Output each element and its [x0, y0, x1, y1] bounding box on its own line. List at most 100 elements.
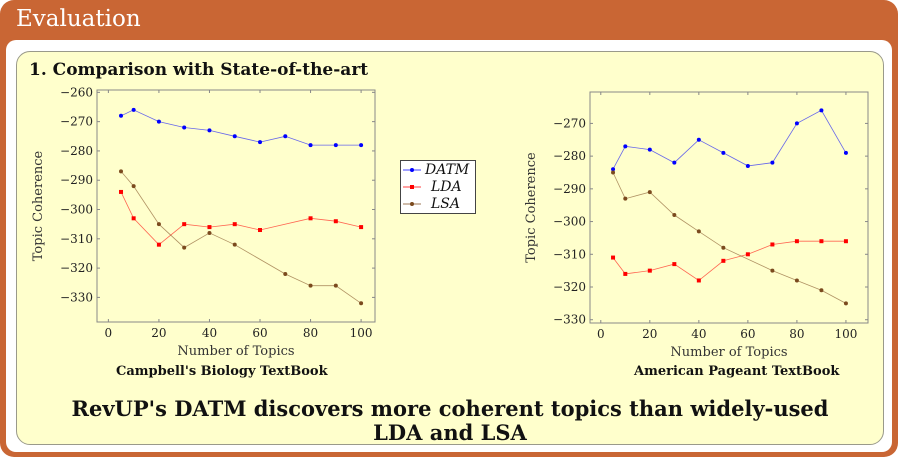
data-point-datm	[131, 107, 136, 112]
x-tick-label: 20	[642, 327, 657, 341]
y-tick-label: −320	[60, 261, 93, 275]
data-point-lda	[119, 189, 124, 194]
data-point-lsa	[359, 301, 364, 306]
data-point-datm	[623, 144, 628, 149]
data-point-lsa	[333, 283, 338, 288]
data-point-lsa	[308, 283, 313, 288]
y-tick-label: −260	[60, 85, 93, 99]
x-tick-label: 60	[252, 326, 267, 340]
section-title: 1. Comparison with State-of-the-art	[29, 60, 369, 80]
plot-frame	[96, 89, 376, 323]
series-line-lda	[612, 240, 846, 281]
data-point-lda	[794, 239, 799, 244]
data-point-lsa	[283, 271, 288, 276]
plot-frame	[589, 91, 869, 324]
series-line-lsa	[120, 171, 362, 304]
data-point-lsa	[794, 278, 799, 283]
legend-label: DATM	[425, 161, 470, 178]
data-point-lda	[182, 222, 187, 227]
y-tick-label: −270	[60, 115, 93, 129]
y-axis-label: Topic Coherence	[31, 150, 46, 261]
data-point-lsa	[672, 213, 677, 218]
x-tick-label: 100	[350, 326, 373, 340]
data-point-lsa	[843, 301, 848, 306]
data-point-datm	[696, 137, 701, 142]
y-tick-label: −330	[553, 313, 586, 327]
data-point-lsa	[721, 245, 726, 250]
data-point-lda	[207, 225, 212, 230]
legend-marker-icon	[403, 184, 421, 189]
data-point-lda	[359, 225, 364, 230]
series-line-datm	[612, 109, 847, 170]
y-tick-label: −330	[60, 290, 93, 304]
data-point-lsa	[131, 184, 136, 189]
y-tick-label: −280	[60, 144, 93, 158]
x-tick-label: 0	[105, 326, 113, 340]
x-tick-label: 0	[597, 327, 605, 341]
slide-title: Evaluation	[16, 6, 141, 32]
x-tick-label: 20	[151, 326, 166, 340]
data-point-lsa	[647, 190, 652, 195]
data-point-lda	[131, 216, 136, 221]
data-point-datm	[647, 147, 652, 152]
legend-marker-icon	[403, 167, 421, 172]
data-point-lda	[696, 278, 701, 283]
x-tick-label: 40	[691, 327, 706, 341]
data-point-datm	[156, 119, 161, 124]
data-point-datm	[721, 150, 726, 155]
data-point-datm	[333, 143, 338, 148]
data-point-datm	[359, 143, 364, 148]
x-tick-label: 80	[789, 327, 804, 341]
data-point-lsa	[182, 245, 187, 250]
chart1-title: Campbell's Biology TextBook	[116, 364, 328, 379]
x-tick-label: 80	[303, 326, 318, 340]
data-point-lda	[647, 268, 652, 273]
data-point-lsa	[696, 229, 701, 234]
data-point-lda	[745, 252, 750, 257]
data-point-datm	[819, 108, 824, 113]
data-point-datm	[745, 163, 750, 168]
conclusion-line-2: LDA and LSA	[373, 420, 527, 445]
data-point-lsa	[819, 288, 824, 293]
y-tick-label: −310	[553, 247, 586, 261]
y-tick-label: −290	[553, 182, 586, 196]
data-point-lsa	[119, 169, 124, 174]
data-point-lsa	[623, 196, 628, 201]
data-point-lda	[721, 258, 726, 263]
data-point-lda	[843, 239, 848, 244]
data-point-datm	[207, 128, 212, 133]
data-point-datm	[119, 113, 124, 118]
data-point-datm	[794, 121, 799, 126]
y-tick-label: −270	[553, 116, 586, 130]
data-point-lda	[623, 271, 628, 276]
y-tick-label: −320	[553, 280, 586, 294]
data-point-lda	[156, 242, 161, 247]
legend-label: LSA	[431, 195, 460, 212]
x-tick-label: 60	[740, 327, 755, 341]
x-tick-label: 40	[202, 326, 217, 340]
series-line-lda	[120, 191, 362, 246]
data-point-lsa	[611, 170, 616, 175]
data-point-lsa	[156, 222, 161, 227]
data-point-lda	[672, 262, 677, 267]
y-tick-label: −280	[553, 149, 586, 163]
data-point-lda	[258, 228, 263, 233]
chart-1: 0 20 40 60 80 100 −260 −270 −280 −290 −300 −310 −320…	[31, 85, 376, 359]
legend-marker-icon	[403, 201, 421, 206]
legend-item-lsa: LSA	[401, 195, 475, 212]
data-point-lsa	[207, 230, 212, 235]
data-point-datm	[611, 167, 616, 172]
data-point-lda	[819, 239, 824, 244]
legend: DATM LDA LSA	[400, 160, 476, 214]
chart2-title: American Pageant TextBook	[634, 364, 840, 379]
data-point-lda	[232, 222, 237, 227]
x-axis-label: Number of Topics	[177, 344, 294, 359]
y-tick-label: −310	[60, 232, 93, 246]
data-point-lda	[611, 255, 616, 260]
x-tick-label: 100	[834, 327, 857, 341]
data-point-datm	[672, 160, 677, 165]
y-tick-label: −300	[60, 203, 93, 217]
legend-item-lda: LDA	[401, 178, 475, 195]
legend-label: LDA	[431, 178, 462, 195]
